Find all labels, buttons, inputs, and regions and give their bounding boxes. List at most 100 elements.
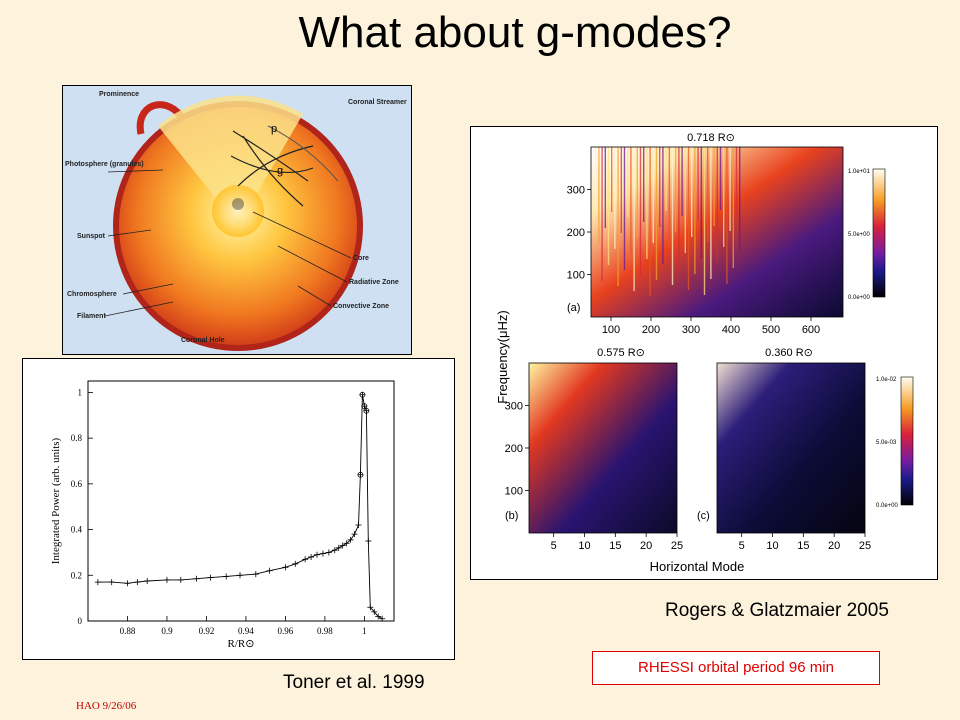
toner-data-point: [319, 550, 326, 557]
toner-xtick-label: 0.92: [199, 626, 215, 636]
panel-c-letter: (c): [697, 510, 710, 522]
colorbar-tick-label: 1.0e-02: [876, 377, 897, 383]
colorbar-a-labels: 1.0e+01 5.0e+00 0.0e+00: [848, 169, 871, 301]
toner-data-point: [365, 538, 372, 544]
toner-data-point: [343, 540, 350, 547]
toner-data-point: [314, 551, 321, 558]
heatmap-xtick-label: 10: [766, 540, 778, 552]
toner-data-point: [223, 573, 230, 580]
toner-data-point: [94, 579, 101, 586]
heatmap-xtick-label: 20: [640, 540, 652, 552]
toner-data-point: [357, 471, 364, 478]
heatmap-xtick-label: 5: [739, 540, 745, 552]
toner-series-line: [97, 394, 383, 620]
toner-data-point: [375, 613, 382, 620]
toner-data-point: [266, 567, 273, 574]
toner-caption: Toner et al. 1999: [283, 672, 425, 693]
panel-c-frame: [716, 362, 866, 534]
heatmap-xtick-label: 100: [602, 324, 620, 336]
panel-a-letter: (a): [567, 302, 580, 314]
toner-data-point: [351, 531, 358, 538]
toner-data-point: [361, 403, 368, 410]
toner-data-point: [302, 556, 309, 563]
rogers-chart: 0.718 R⊙ (a) 100 200 300 400 500 600 100 200 300…: [495, 132, 914, 574]
heatmap-xtick-label: 600: [802, 324, 820, 336]
toner-ytick-label: 0.8: [71, 433, 83, 443]
colorbar-tick-label: 5.0e-03: [876, 440, 897, 446]
toner-data-point: [134, 579, 141, 586]
label-chromosphere: Chromosphere: [67, 291, 117, 298]
panel-b-heatmap: [529, 363, 677, 533]
heatmap-xtick-label: 10: [578, 540, 590, 552]
heatmap-ytick-label: 300: [567, 185, 585, 197]
toner-data-point: [325, 549, 332, 556]
rhessi-note: RHESSI orbital period 96 min: [592, 651, 880, 685]
toner-xtick-label: 0.98: [317, 626, 333, 636]
colorbar-tick-label: 5.0e+00: [848, 232, 871, 238]
p-mode-label: p: [271, 123, 277, 135]
label-filament: Filament: [77, 313, 106, 320]
toner-data-point: [292, 560, 299, 567]
heatmap-xtick-label: 15: [797, 540, 809, 552]
heatmap-xtick-label: 5: [551, 540, 557, 552]
toner-ytick-label: 0.2: [71, 570, 82, 580]
heatmap-xtick-label: 200: [642, 324, 660, 336]
toner-data-point: [335, 544, 342, 551]
heatmap-ytick-label: 200: [505, 443, 523, 455]
heatmap-xtick-label: 500: [762, 324, 780, 336]
p-mode-rays: [267, 125, 339, 182]
colorbar-tick-label: 0.0e+00: [876, 503, 899, 509]
colorbar-c-labels: 1.0e-02 5.0e-03 0.0e+00: [876, 377, 899, 509]
label-convective: Convective Zone: [333, 303, 389, 310]
toner-data-point: [144, 578, 151, 584]
toner-data-point: [308, 554, 315, 560]
label-corona-streamer: Coronal Streamer: [348, 99, 407, 106]
toner-ytick-label: 0: [78, 616, 83, 626]
toner-xtick-label: 0.96: [278, 626, 294, 636]
panel-b-letter: (b): [505, 510, 518, 522]
sun-diagram-svg: p g Prominence Coronal Streamer Photosph…: [63, 86, 411, 354]
core-region: [212, 185, 264, 237]
toner-data-point: [193, 575, 200, 582]
toner-ytick-label: 0.6: [71, 479, 83, 489]
panel-b-title: 0.575 R⊙: [597, 347, 645, 359]
prominence-loop: [136, 101, 184, 135]
toner-plot-frame: [87, 380, 395, 622]
toner-xtick-label: 0.94: [238, 626, 254, 636]
toner-data-point: [124, 580, 131, 587]
heatmap-ytick-label: 100: [505, 486, 523, 498]
panel-a-stripes: [595, 147, 741, 296]
label-prominence: Prominence: [99, 91, 139, 98]
heatmap-xtick-label: 300: [682, 324, 700, 336]
label-photosphere: Photosphere (granules): [65, 161, 144, 168]
toner-ytick-label: 1: [78, 387, 83, 397]
panel-c-heatmap: [717, 363, 865, 533]
rogers-ylabel: Frequency(μHz): [495, 310, 510, 403]
colorbar-tick-label: 0.0e+00: [848, 295, 871, 301]
sun-interior-diagram: p g Prominence Coronal Streamer Photosph…: [62, 85, 412, 355]
toner-data-point: [371, 608, 378, 615]
toner-data-point: [177, 576, 184, 583]
toner-xtick-label: 1: [362, 626, 367, 636]
toner-data-point: [339, 542, 346, 549]
panel-a-title: 0.718 R⊙: [687, 132, 735, 144]
rogers-xlabel: Horizontal Mode: [650, 559, 745, 574]
sun-labels: Prominence Coronal Streamer Photosphere …: [65, 91, 407, 344]
toner-chart: Integrated Power (arb. units) R/R⊙ 0.88 0…: [50, 380, 395, 650]
toner-ytick-label: 0.4: [71, 525, 83, 535]
cutaway-wedge: [158, 95, 303, 226]
toner-data-point: [347, 536, 354, 543]
g-mode-label: g: [277, 165, 283, 177]
heatmap-ytick-label: 300: [505, 401, 523, 413]
heatmap-xtick-label: 400: [722, 324, 740, 336]
colorbar-c: [900, 376, 914, 506]
toner-xlabel: R/R⊙: [228, 638, 255, 650]
toner-data-point: [331, 547, 338, 554]
toner-data-point: [282, 564, 289, 571]
toner-data-point: [355, 522, 362, 528]
toner-data-point: [252, 571, 259, 578]
toner-data-point: [207, 574, 214, 581]
heatmap-xtick-label: 15: [609, 540, 621, 552]
toner-xtick-label: 0.88: [120, 626, 136, 636]
heatmap-ytick-label: 200: [567, 227, 585, 239]
